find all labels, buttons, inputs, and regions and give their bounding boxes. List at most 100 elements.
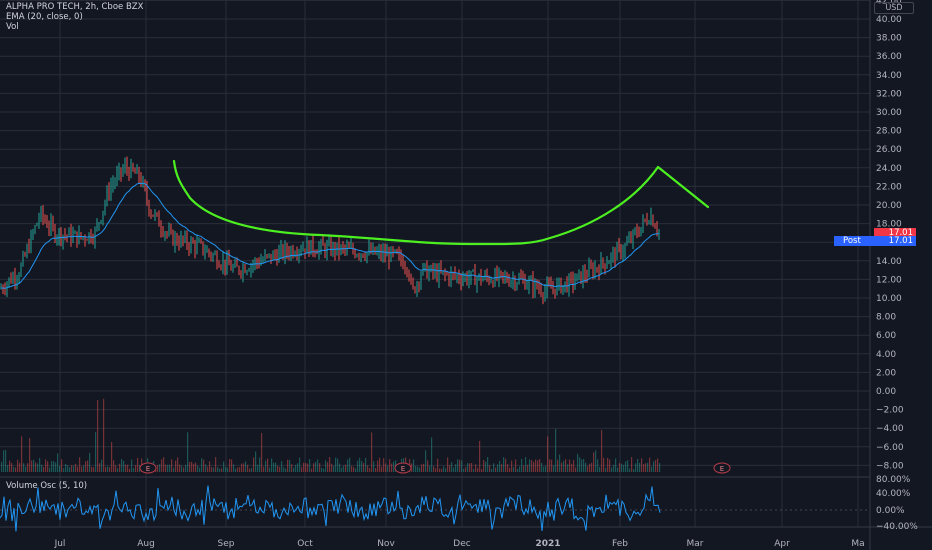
ema-line [0, 182, 660, 289]
volume-bar [245, 461, 247, 472]
price-tick-label: 30.00 [876, 108, 902, 118]
volume-bar [635, 463, 637, 472]
volume-bar [647, 462, 649, 472]
ema-legend[interactable]: EMA (20, close, 0) [6, 12, 83, 22]
volume-bar [303, 462, 305, 472]
volume-bar [659, 463, 661, 472]
volume-bar [83, 465, 85, 472]
volume-bar [651, 466, 653, 472]
volume-legend[interactable]: Vol [6, 22, 19, 32]
earnings-icon [394, 462, 412, 474]
volume-bar [177, 457, 179, 472]
ema-path [0, 182, 660, 289]
volume-bar [315, 461, 317, 472]
volume-bar [497, 464, 499, 472]
volume-bar [3, 450, 5, 472]
volume-bar [357, 460, 359, 472]
earnings-label: E [720, 465, 724, 473]
cup-handle-drawing[interactable] [172, 159, 710, 246]
price-candles[interactable] [0, 156, 660, 305]
volume-bar [61, 459, 63, 472]
volume-bar [427, 460, 429, 472]
currency-label[interactable]: USD [874, 2, 914, 14]
volume-bar [369, 468, 371, 472]
volume-bar [593, 452, 595, 472]
volume-bar [629, 468, 631, 472]
volume-bar [65, 463, 67, 472]
volume-bar [203, 459, 205, 472]
volume-bar [271, 458, 273, 472]
volume-bar [219, 468, 221, 472]
volume-bar [185, 464, 187, 472]
volume-bar [555, 428, 557, 472]
price-tick-label: 4.00 [876, 350, 896, 360]
volume-bar [313, 463, 315, 472]
volume-bar [469, 463, 471, 472]
volume-bar [255, 451, 257, 472]
volume-bar [509, 467, 511, 472]
volume-bar [31, 460, 33, 472]
volume-bar [487, 457, 489, 472]
volume-bar [55, 462, 57, 472]
volume-bar [305, 463, 307, 472]
volume-bar [247, 464, 249, 472]
symbol-legend[interactable]: ALPHA PRO TECH, 2h, Cboe BZX [6, 2, 144, 12]
volume-bar [575, 467, 577, 472]
volume-bar [599, 467, 601, 472]
volume-bar [559, 454, 561, 472]
price-tick-label: −8.00 [876, 461, 904, 471]
volume-bar [513, 466, 515, 472]
volume-bar [123, 460, 125, 472]
volume-bar [503, 457, 505, 472]
volume-bar [249, 468, 251, 472]
volume-bar [483, 459, 485, 472]
volume-bar [297, 463, 299, 472]
volume-bar [263, 466, 265, 472]
price-tick-label: 38.00 [876, 34, 902, 44]
volume-bar [459, 459, 461, 472]
volume-bar [39, 457, 41, 472]
time-axis[interactable]: Jul Aug Sep Oct Nov Dec 2021 Feb Mar Apr Ma [54, 539, 865, 549]
volume-bar [389, 459, 391, 472]
volume-bar [239, 467, 241, 472]
volume-bar [339, 463, 341, 472]
volume-bar [223, 461, 225, 472]
volume-bar [157, 464, 159, 472]
volume-bar [179, 464, 181, 472]
volume-bar [537, 460, 539, 472]
volume-bar [465, 467, 467, 472]
volume-bar [557, 459, 559, 472]
volume-bar [89, 452, 91, 472]
volume-bar [549, 459, 551, 472]
volume-bar [187, 432, 189, 472]
volume-bar [99, 463, 101, 472]
volume-bar [499, 460, 501, 472]
price-tick-label: 2.00 [876, 368, 896, 378]
volume-bar [119, 463, 121, 472]
volume-bar [477, 467, 479, 472]
volume-bar [161, 459, 163, 472]
volume-bar [101, 459, 103, 472]
volume-bar [385, 463, 387, 472]
volume-bar [453, 467, 455, 472]
oscillator-legend[interactable]: Volume Osc (5, 10) [6, 481, 88, 491]
time-label-feb: Feb [612, 539, 628, 549]
volume-bar [235, 468, 237, 472]
volume-bar [491, 468, 493, 472]
volume-bar [21, 436, 23, 472]
volume-bar [463, 468, 465, 472]
volume-bar [71, 465, 73, 472]
volume-bar [173, 467, 175, 472]
volume-bar [53, 461, 55, 472]
volume-bar [455, 464, 457, 472]
price-tick-label: 32.00 [876, 89, 902, 99]
volume-bar [541, 462, 543, 472]
volume-bar [11, 462, 13, 472]
volume-bar [373, 461, 375, 472]
volume-bar [443, 466, 445, 472]
osc-axis[interactable]: 80.00% 40.00% 0.00% −40.00% [876, 475, 918, 532]
volume-bar [645, 463, 647, 472]
volume-bar [217, 467, 219, 472]
